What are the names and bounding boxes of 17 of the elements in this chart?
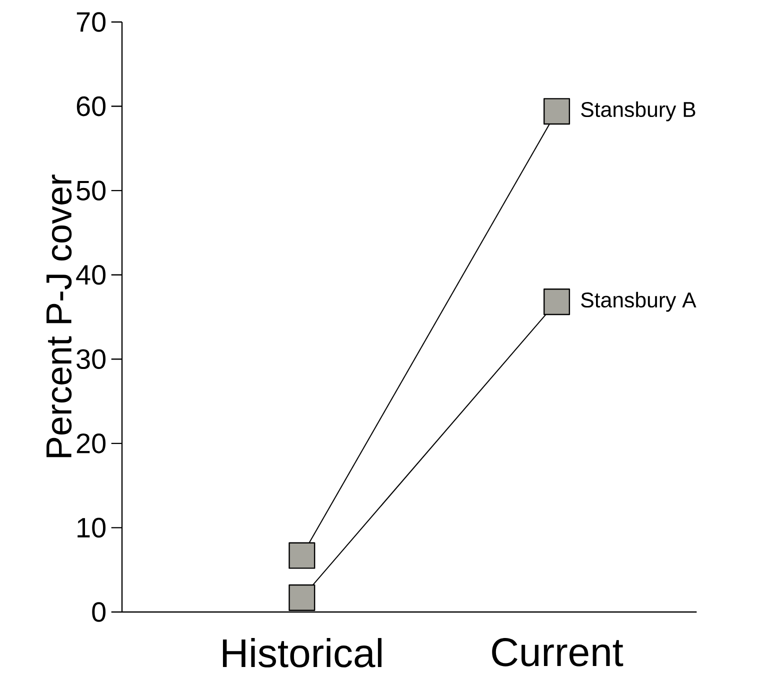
y-tick-label: 20 [76, 434, 106, 454]
y-tick-label: 0 [92, 602, 106, 622]
point [288, 584, 316, 611]
y-tick-label: 60 [76, 96, 106, 116]
series-label: Stansbury A [581, 292, 696, 312]
y-tick-label: 50 [76, 180, 106, 200]
y-axis-title: Percent P-J cover [46, 174, 72, 458]
x-tick-label: Current [492, 638, 624, 666]
point [288, 542, 316, 569]
point [544, 288, 570, 316]
series-label: Stansbury B [581, 101, 696, 122]
y-tick-label: 10 [78, 518, 106, 538]
y-tick-label: 70 [76, 12, 106, 32]
point [544, 98, 570, 125]
y-tick-label: 40 [76, 264, 106, 285]
y-tick-label: 30 [76, 349, 106, 370]
x-tick-label: Historical [222, 638, 382, 668]
